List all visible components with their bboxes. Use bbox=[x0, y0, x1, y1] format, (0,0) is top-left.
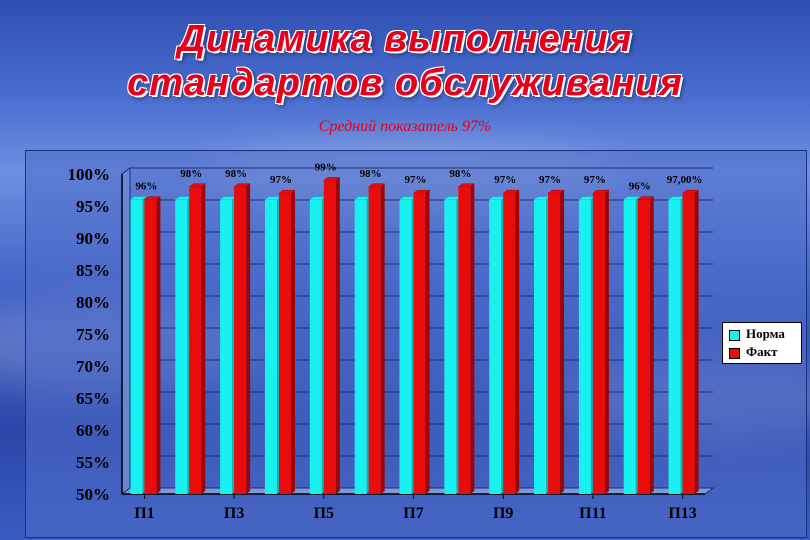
bar-fact bbox=[189, 186, 202, 495]
y-tick-label: 50% bbox=[76, 485, 110, 504]
bar-side bbox=[156, 196, 161, 494]
data-label: 97% bbox=[270, 174, 292, 186]
bar-fact bbox=[234, 186, 247, 495]
bar-side bbox=[380, 183, 385, 495]
bar-side bbox=[649, 196, 654, 494]
bar-fact bbox=[323, 180, 336, 494]
bar-norm bbox=[309, 199, 322, 494]
bar-side bbox=[290, 190, 295, 494]
bar-norm bbox=[175, 199, 188, 494]
x-tick-label: П7 bbox=[403, 505, 423, 522]
y-tick-label: 70% bbox=[76, 357, 110, 376]
x-tick-label: П13 bbox=[668, 505, 696, 522]
bar-norm bbox=[623, 199, 636, 494]
title-line-1: Динамика выполнения bbox=[177, 18, 633, 60]
bar-fact bbox=[548, 193, 561, 494]
legend-swatch-norm bbox=[729, 329, 740, 341]
data-label: 96% bbox=[135, 181, 157, 193]
bar-side bbox=[246, 183, 251, 495]
bar-norm bbox=[399, 199, 412, 494]
legend-swatch-fact bbox=[729, 347, 740, 359]
bar-norm bbox=[220, 199, 233, 494]
x-tick-label: П5 bbox=[314, 505, 334, 522]
bar-norm bbox=[578, 199, 591, 494]
bar-side bbox=[425, 190, 430, 494]
legend-label-norm: Норма bbox=[746, 326, 785, 341]
bar-norm bbox=[444, 199, 457, 494]
bar-side bbox=[201, 183, 206, 495]
chart-legend: Норма Факт bbox=[722, 322, 802, 364]
y-tick-label: 80% bbox=[76, 293, 110, 312]
bar-side bbox=[694, 190, 699, 494]
plot-side-wall bbox=[121, 167, 131, 495]
data-label: 97% bbox=[494, 174, 516, 186]
title-line-2: стандартов обслуживания bbox=[127, 62, 683, 104]
bar-norm bbox=[489, 199, 502, 494]
x-tick-label: П3 bbox=[224, 505, 244, 522]
bar-fact bbox=[458, 186, 471, 495]
data-label: 98% bbox=[225, 168, 247, 180]
bar-fact bbox=[682, 193, 695, 494]
subtitle: Средний показатель 97% bbox=[318, 118, 492, 135]
data-label: 98% bbox=[449, 168, 471, 180]
y-tick-label: 90% bbox=[76, 229, 110, 248]
data-label: 97% bbox=[405, 174, 427, 186]
bar-norm bbox=[264, 199, 277, 494]
y-tick-label: 75% bbox=[76, 325, 110, 344]
y-tick-label: 65% bbox=[76, 389, 110, 408]
y-tick-label: 100% bbox=[68, 165, 111, 184]
bar-side bbox=[335, 177, 340, 494]
legend-label-fact: Факт bbox=[746, 344, 778, 359]
bar-side bbox=[604, 190, 609, 494]
legend-item-norm: Норма bbox=[729, 326, 785, 342]
bar-side bbox=[515, 190, 520, 494]
bar-fact bbox=[368, 186, 381, 495]
data-label: 96% bbox=[629, 181, 651, 193]
bar-fact bbox=[413, 193, 426, 494]
bar-norm bbox=[534, 199, 547, 494]
bar-side bbox=[470, 183, 475, 495]
bar-fact bbox=[278, 193, 291, 494]
y-tick-label: 55% bbox=[76, 453, 110, 472]
bar-norm bbox=[354, 199, 367, 494]
data-label: 97% bbox=[584, 174, 606, 186]
data-label: 97% bbox=[539, 174, 561, 186]
bar-side bbox=[560, 190, 565, 494]
legend-item-fact: Факт bbox=[729, 344, 778, 360]
x-tick-label: П1 bbox=[134, 505, 154, 522]
y-tick-label: 85% bbox=[76, 261, 110, 280]
bar-fact bbox=[144, 199, 157, 494]
data-label: 97,00% bbox=[667, 174, 703, 186]
data-label: 98% bbox=[180, 168, 202, 180]
bar-norm bbox=[668, 199, 681, 494]
y-tick-label: 95% bbox=[76, 197, 110, 216]
bar-fact bbox=[592, 193, 605, 494]
bar-fact bbox=[637, 199, 650, 494]
bar-norm bbox=[130, 199, 143, 494]
bar-fact bbox=[503, 193, 516, 494]
data-label: 98% bbox=[360, 168, 382, 180]
x-tick-label: П11 bbox=[579, 505, 607, 522]
x-tick-label: П9 bbox=[493, 505, 513, 522]
y-tick-label: 60% bbox=[76, 421, 110, 440]
data-label: 99% bbox=[315, 161, 337, 173]
